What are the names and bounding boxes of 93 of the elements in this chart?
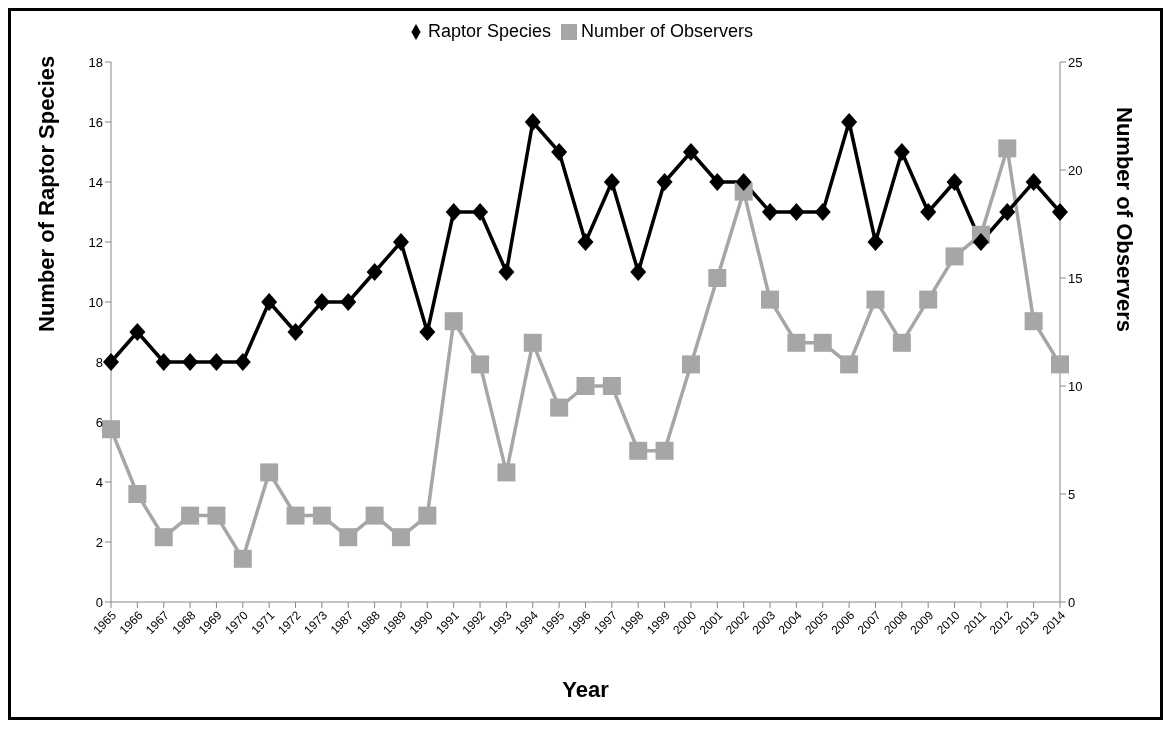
point [813, 333, 832, 352]
point [892, 333, 911, 352]
point [524, 113, 541, 131]
point [129, 323, 146, 341]
legend-label: Raptor Species [427, 21, 551, 41]
point [1025, 173, 1042, 191]
point [1051, 355, 1069, 374]
point [340, 293, 357, 311]
point [682, 143, 699, 161]
point [207, 506, 226, 525]
point [523, 333, 542, 352]
point [840, 355, 859, 374]
point [998, 139, 1017, 158]
point [233, 549, 252, 568]
point [709, 173, 726, 191]
point [602, 377, 621, 395]
point [787, 333, 806, 352]
y-tick-label: 18 [88, 54, 103, 70]
point [920, 203, 937, 221]
point [391, 528, 410, 547]
y-tick-label: 0 [95, 594, 103, 610]
y2-tick-label: 5 [1068, 486, 1076, 502]
point [762, 203, 779, 221]
y2-axis-title: Number of Observers [1112, 107, 1138, 332]
point [498, 263, 515, 281]
point [708, 269, 727, 287]
point [392, 233, 409, 251]
point [472, 203, 489, 221]
point [577, 233, 594, 251]
point [182, 353, 199, 371]
y2-tick-label: 10 [1068, 378, 1083, 394]
y-tick-label: 2 [95, 534, 103, 550]
y-tick-label: 8 [95, 354, 103, 370]
point [630, 263, 647, 281]
point [1024, 312, 1043, 331]
point [103, 353, 119, 371]
point [603, 173, 620, 191]
point [154, 528, 173, 547]
point [181, 506, 200, 525]
point [287, 323, 304, 341]
point [312, 506, 331, 525]
point [866, 290, 885, 309]
y2-tick-label: 0 [1068, 594, 1076, 610]
point [788, 203, 805, 221]
y-tick-label: 16 [88, 114, 103, 130]
point [629, 441, 648, 460]
point [128, 485, 147, 503]
point [418, 506, 437, 525]
y-tick-label: 12 [88, 234, 103, 250]
point [919, 290, 938, 309]
point [655, 441, 674, 460]
y-tick-label: 6 [95, 414, 103, 430]
point [1052, 203, 1068, 221]
point [419, 323, 436, 341]
point [576, 377, 595, 395]
point [234, 353, 251, 371]
y-axis-title: Number of Raptor Species [33, 55, 59, 332]
point [893, 143, 910, 161]
point [471, 355, 490, 374]
point [867, 233, 884, 251]
point [814, 203, 831, 221]
point [155, 353, 172, 371]
point [497, 463, 516, 482]
x-axis-title: Year [562, 677, 610, 702]
y-tick-label: 14 [88, 174, 103, 190]
point [339, 528, 358, 547]
point [366, 263, 383, 281]
point [945, 247, 964, 266]
point [445, 203, 462, 221]
point [208, 353, 225, 371]
point [551, 143, 568, 161]
legend-label: Number of Observers [581, 21, 754, 41]
point [286, 506, 305, 525]
point [550, 398, 569, 417]
point [261, 293, 278, 311]
point [444, 312, 463, 331]
point [681, 355, 700, 374]
point [260, 463, 279, 482]
point [365, 506, 384, 525]
point [761, 290, 780, 309]
y2-tick-label: 20 [1068, 162, 1083, 178]
y-tick-label: 4 [95, 474, 103, 490]
point [946, 173, 963, 191]
y2-tick-label: 15 [1068, 270, 1083, 286]
y-tick-label: 10 [88, 294, 103, 310]
point [656, 173, 673, 191]
point [841, 113, 858, 131]
point [999, 203, 1016, 221]
point [313, 293, 330, 311]
point [972, 233, 989, 251]
point [735, 173, 752, 191]
point [102, 420, 120, 439]
y2-tick-label: 25 [1068, 54, 1083, 70]
